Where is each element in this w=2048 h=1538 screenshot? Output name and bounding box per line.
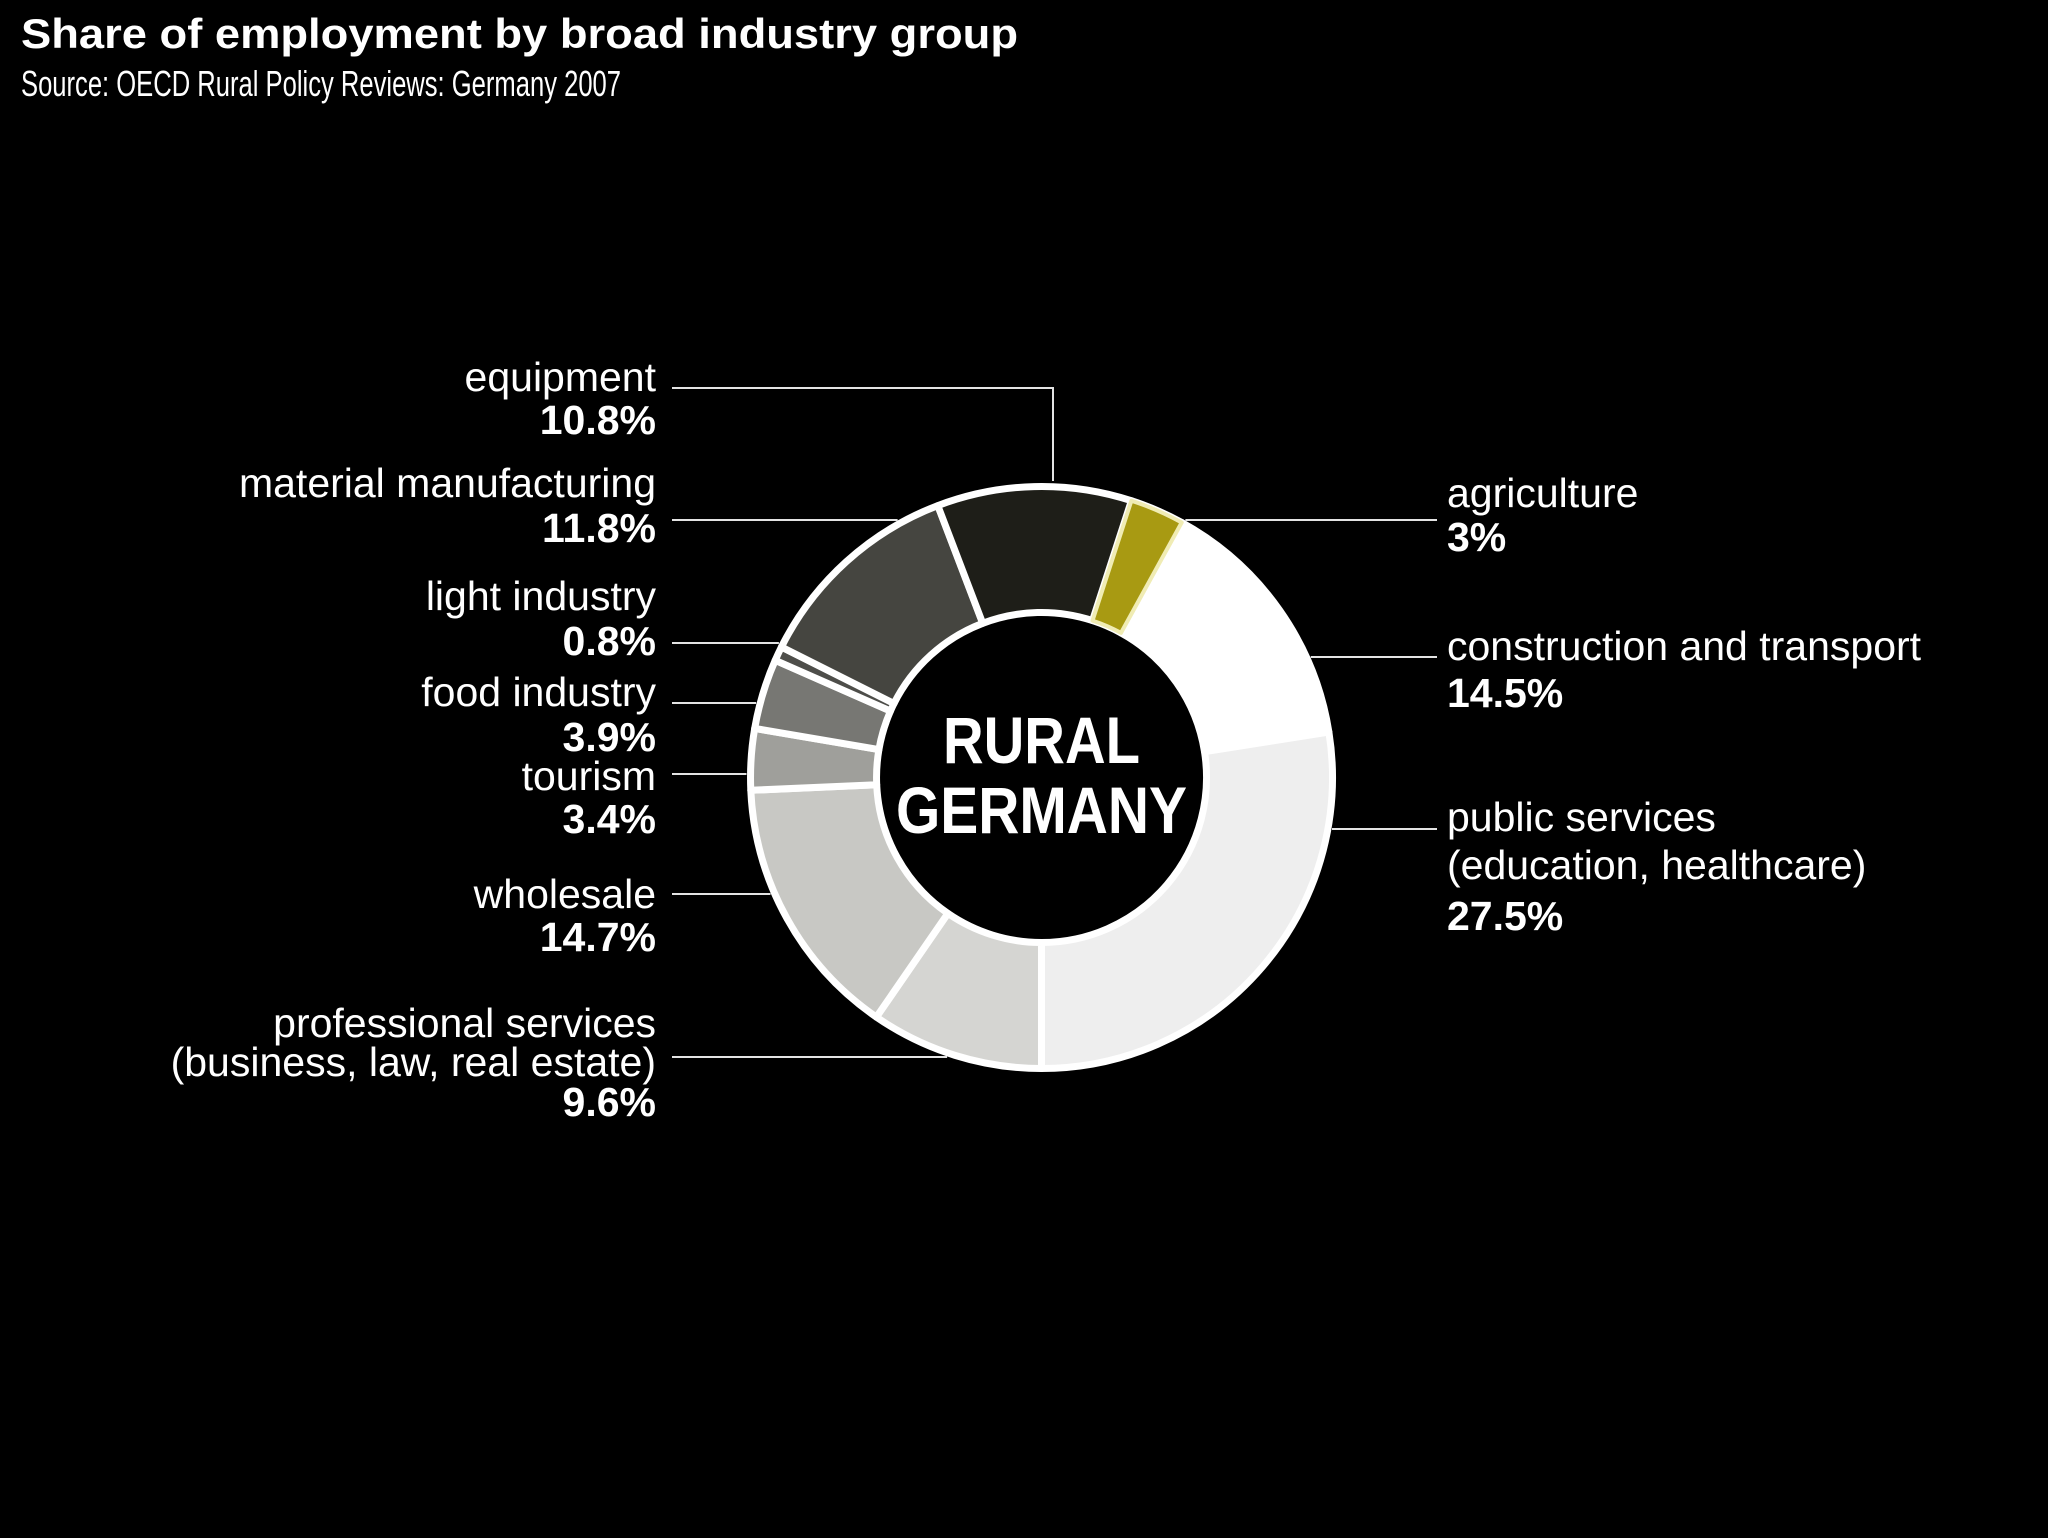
svg-text:public services: public services (1447, 794, 1716, 840)
svg-text:(education, healthcare): (education, healthcare) (1447, 842, 1866, 888)
svg-text:(business, law, real estate): (business, law, real estate) (171, 1039, 656, 1085)
svg-text:27.5%: 27.5% (1447, 893, 1563, 939)
svg-text:RURAL: RURAL (943, 703, 1140, 777)
svg-text:Source: OECD Rural Policy Revi: Source: OECD Rural Policy Reviews: Germa… (21, 63, 621, 104)
svg-text:agriculture: agriculture (1447, 470, 1638, 516)
svg-text:wholesale: wholesale (473, 871, 656, 917)
svg-text:light industry: light industry (426, 573, 657, 619)
svg-text:3.9%: 3.9% (563, 714, 656, 760)
svg-text:14.5%: 14.5% (1447, 670, 1563, 716)
svg-text:Share of employment by broad i: Share of employment by broad industry gr… (21, 10, 1018, 57)
svg-text:construction and transport: construction and transport (1447, 623, 1922, 669)
svg-text:3.4%: 3.4% (563, 796, 656, 842)
svg-text:14.7%: 14.7% (540, 914, 656, 960)
svg-text:3%: 3% (1447, 514, 1506, 560)
svg-text:food industry: food industry (421, 669, 656, 715)
svg-text:professional services: professional services (273, 1000, 656, 1046)
svg-text:tourism: tourism (522, 753, 656, 799)
svg-text:equipment: equipment (465, 354, 657, 400)
svg-text:11.8%: 11.8% (542, 505, 656, 551)
svg-text:0.8%: 0.8% (563, 618, 656, 664)
svg-text:GERMANY: GERMANY (896, 773, 1187, 847)
svg-text:9.6%: 9.6% (563, 1079, 656, 1125)
svg-text:material manufacturing: material manufacturing (239, 460, 656, 506)
svg-text:10.8%: 10.8% (540, 397, 656, 443)
